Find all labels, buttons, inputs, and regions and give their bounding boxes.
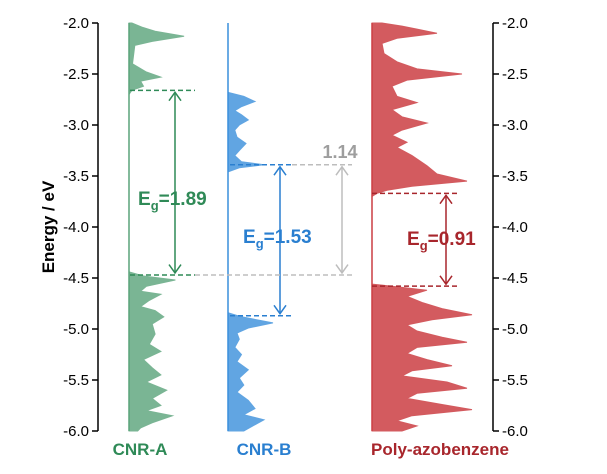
grey-gap-label: 1.14 xyxy=(322,142,357,162)
tick-label-right: -3.0 xyxy=(502,117,528,134)
tick-label-left: -5.5 xyxy=(63,372,89,389)
gap-label-2: Eg=1.53 xyxy=(243,227,312,251)
tick-label-right: -4.5 xyxy=(502,270,528,287)
tick-label-right: -6.0 xyxy=(502,423,528,440)
dos-area-2 xyxy=(227,23,274,432)
grey-arrowhead-top xyxy=(335,165,349,176)
gap-arrowhead-bottom-2 xyxy=(273,304,287,316)
tick-label-left: -3.5 xyxy=(63,168,89,185)
grey-arrowhead-bottom xyxy=(335,264,349,275)
tick-label-left: -4.0 xyxy=(63,219,89,236)
gap-label-3: Eg=0.91 xyxy=(407,229,476,253)
tick-label-right: -3.5 xyxy=(502,168,528,185)
tick-label-right: -5.5 xyxy=(502,372,528,389)
panel-label-3: Poly-azobenzene xyxy=(371,440,509,459)
tick-label-left: -6.0 xyxy=(63,423,89,440)
dos-area-1 xyxy=(128,22,185,432)
gap-arrowhead-top-2 xyxy=(273,165,287,176)
tick-label-left: -3.0 xyxy=(63,117,89,134)
tick-label-right: -5.0 xyxy=(502,321,528,338)
panel-label-1: CNR-A xyxy=(113,440,168,459)
tick-label-left: -4.5 xyxy=(63,270,89,287)
gap-arrowhead-bottom-3 xyxy=(439,275,453,286)
tick-label-right: -2.5 xyxy=(502,66,528,83)
tick-label-right: -2.0 xyxy=(502,15,528,32)
y-axis-label: Energy / eV xyxy=(39,180,58,273)
gap-arrowhead-top-1 xyxy=(168,91,182,102)
gap-arrowhead-top-3 xyxy=(439,194,453,205)
tick-label-right: -4.0 xyxy=(502,219,528,236)
dos-area-3 xyxy=(371,22,473,432)
tick-label-left: -5.0 xyxy=(63,321,89,338)
panel-label-2: CNR-B xyxy=(237,440,292,459)
gap-arrowhead-bottom-1 xyxy=(168,264,182,275)
tick-label-left: -2.0 xyxy=(63,15,89,32)
tick-label-left: -2.5 xyxy=(63,66,89,83)
gap-label-1: Eg=1.89 xyxy=(138,189,207,213)
